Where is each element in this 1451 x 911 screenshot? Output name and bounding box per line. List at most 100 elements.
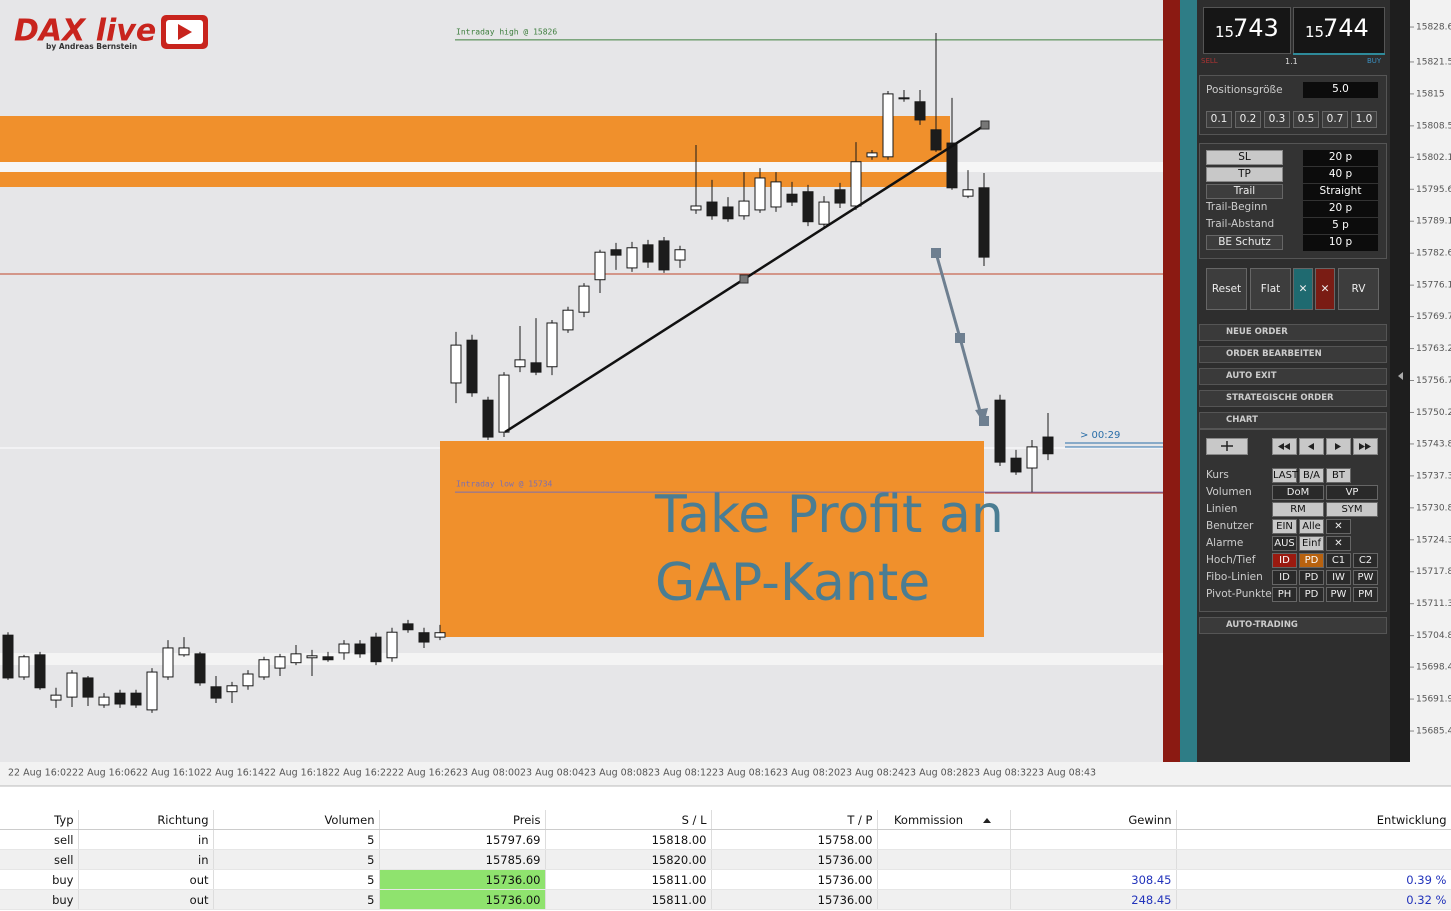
setting-value[interactable]: 10 p bbox=[1303, 235, 1378, 251]
table-cell: 15811.00 bbox=[545, 889, 712, 910]
toggle-button[interactable]: DoM bbox=[1272, 485, 1324, 500]
section-header[interactable]: NEUE ORDER bbox=[1199, 324, 1387, 341]
action-button[interactable]: Reset bbox=[1206, 268, 1247, 310]
column-header[interactable]: Gewinn bbox=[1010, 810, 1177, 830]
y-tick-label: 15717.8 bbox=[1416, 567, 1451, 577]
candle-body-up bbox=[290, 653, 302, 664]
y-tick-label: 15737.3 bbox=[1416, 471, 1451, 481]
y-axis-background bbox=[1410, 0, 1451, 762]
toggle-button[interactable]: PD bbox=[1299, 570, 1324, 585]
table-row[interactable]: sell in 5 15785.69 15820.00 15736.00 bbox=[0, 849, 1451, 870]
column-header[interactable]: Preis bbox=[379, 810, 546, 830]
column-header[interactable]: Kommission bbox=[877, 810, 1011, 830]
y-tick-label: 15795.6 bbox=[1416, 185, 1451, 195]
section-header[interactable]: AUTO EXIT bbox=[1199, 368, 1387, 385]
candle-body-up bbox=[450, 344, 462, 384]
toggle-button[interactable]: ✕ bbox=[1326, 536, 1351, 551]
x-tick-label: 22 Aug 16:18 bbox=[264, 768, 328, 779]
toggle-button[interactable]: ID bbox=[1272, 553, 1297, 568]
action-button[interactable]: ✕ bbox=[1315, 268, 1335, 310]
gap-zone bbox=[440, 441, 984, 637]
table-cell: 15820.00 bbox=[545, 849, 712, 870]
section-header[interactable]: AUTO-TRADING bbox=[1199, 617, 1387, 634]
trend-handle bbox=[739, 274, 749, 284]
y-tick-label: 15808.5 bbox=[1416, 121, 1451, 131]
table-cell: out bbox=[78, 889, 214, 910]
toggle-button[interactable]: AUS bbox=[1272, 536, 1297, 551]
candle-body-up bbox=[754, 177, 766, 211]
table-row[interactable]: buy out 5 15736.00 15811.00 15736.00 248.45 0.3… bbox=[0, 889, 1451, 910]
bid-box[interactable]: 15. 743 bbox=[1203, 7, 1291, 54]
column-header[interactable]: Richtung bbox=[78, 810, 214, 830]
position-value[interactable]: 5.0 bbox=[1303, 82, 1378, 98]
toggle-button[interactable]: IW bbox=[1326, 570, 1351, 585]
size-button[interactable]: 0.7 bbox=[1322, 111, 1348, 128]
toggle-button[interactable]: RM bbox=[1272, 502, 1324, 517]
toggle-button[interactable]: PM bbox=[1353, 587, 1378, 602]
size-button[interactable]: 0.5 bbox=[1293, 111, 1319, 128]
toggle-button[interactable]: EIN bbox=[1272, 519, 1297, 534]
nav-button[interactable] bbox=[1299, 438, 1324, 455]
toggle-button[interactable]: C1 bbox=[1326, 553, 1351, 568]
toggle-button[interactable]: ID bbox=[1272, 570, 1297, 585]
action-button[interactable]: ✕ bbox=[1293, 268, 1313, 310]
action-button[interactable]: RV bbox=[1338, 268, 1379, 310]
candle-body-down bbox=[946, 142, 958, 189]
table-row[interactable]: buy out 5 15736.00 15811.00 15736.00 308.45 0.3… bbox=[0, 869, 1451, 890]
column-header[interactable]: Typ bbox=[0, 810, 79, 830]
candle-body-up bbox=[306, 655, 318, 659]
toggle-button[interactable]: BT bbox=[1326, 468, 1351, 483]
ask-box[interactable]: 15. 744 bbox=[1293, 7, 1385, 54]
setting-value[interactable]: Straight bbox=[1303, 184, 1378, 200]
toggle-button[interactable]: PD bbox=[1299, 553, 1324, 568]
toggle-button[interactable]: LAST bbox=[1272, 468, 1299, 483]
logo-icon bbox=[178, 24, 192, 40]
toggle-button[interactable]: C2 bbox=[1353, 553, 1378, 568]
nav-button[interactable] bbox=[1272, 438, 1297, 455]
toggle-button[interactable]: Einf bbox=[1299, 536, 1324, 551]
arrow-handle bbox=[955, 333, 965, 343]
size-button[interactable]: 0.1 bbox=[1206, 111, 1232, 128]
toggle-button[interactable]: PW bbox=[1353, 570, 1378, 585]
setting-value[interactable]: 20 p bbox=[1303, 201, 1378, 217]
candle-body-down bbox=[978, 187, 990, 258]
toggle-button[interactable]: Alle bbox=[1299, 519, 1324, 534]
table-cell: 15758.00 bbox=[711, 829, 878, 850]
setting-value[interactable]: 5 p bbox=[1303, 218, 1378, 234]
toggle-button[interactable]: VP bbox=[1326, 485, 1378, 500]
action-button[interactable]: Flat bbox=[1250, 268, 1291, 310]
column-header[interactable]: T / P bbox=[711, 810, 878, 830]
toggle-button[interactable]: B/A bbox=[1299, 468, 1324, 483]
size-button[interactable]: 0.2 bbox=[1235, 111, 1261, 128]
toggle-button[interactable]: PW bbox=[1326, 587, 1351, 602]
nav-arrow bbox=[1335, 443, 1341, 450]
crosshair-button[interactable] bbox=[1206, 438, 1248, 455]
section-header[interactable]: CHART bbox=[1199, 412, 1387, 429]
section-header[interactable]: ORDER BEARBEITEN bbox=[1199, 346, 1387, 363]
column-header[interactable]: S / L bbox=[545, 810, 712, 830]
table-cell: 5 bbox=[213, 869, 380, 890]
x-tick-label: 23 Aug 08:32 bbox=[968, 768, 1032, 779]
table-row[interactable]: sell in 5 15797.69 15818.00 15758.00 bbox=[0, 829, 1451, 850]
candle-body-up bbox=[594, 251, 606, 281]
section-header[interactable]: STRATEGISCHE ORDER bbox=[1199, 390, 1387, 407]
nav-icon bbox=[1308, 443, 1314, 450]
toggle-button[interactable]: PD bbox=[1299, 587, 1324, 602]
collapse-icon[interactable] bbox=[1398, 372, 1403, 380]
nav-button[interactable] bbox=[1326, 438, 1351, 455]
size-button[interactable]: 0.3 bbox=[1264, 111, 1290, 128]
buy-label: BUY bbox=[1367, 57, 1382, 65]
toggle-button[interactable]: PH bbox=[1272, 587, 1297, 602]
column-header[interactable]: Entwicklung bbox=[1176, 810, 1451, 830]
nav-button[interactable] bbox=[1353, 438, 1378, 455]
size-button[interactable]: 1.0 bbox=[1351, 111, 1377, 128]
chart: Intraday high @ 15826 Intraday low @ 1573… bbox=[0, 0, 1451, 787]
column-header[interactable]: Volumen bbox=[213, 810, 380, 830]
toggle-button[interactable]: SYM bbox=[1326, 502, 1378, 517]
setting-value[interactable]: 20 p bbox=[1303, 150, 1378, 166]
setting-value[interactable]: 40 p bbox=[1303, 167, 1378, 183]
sort-icon bbox=[983, 817, 992, 823]
table-cell: in bbox=[78, 829, 214, 850]
candle-body-up bbox=[578, 285, 590, 313]
toggle-button[interactable]: ✕ bbox=[1326, 519, 1351, 534]
